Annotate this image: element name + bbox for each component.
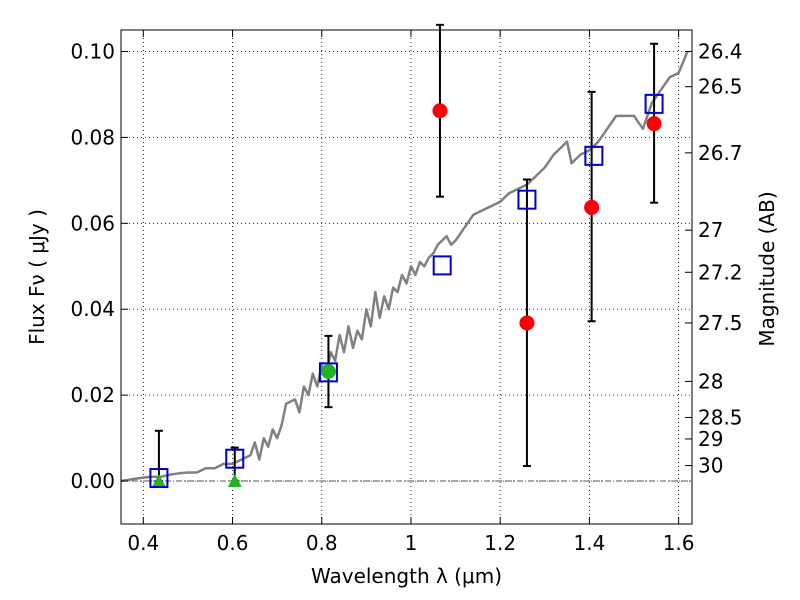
red-data-point	[584, 199, 600, 215]
red-data-point	[432, 103, 448, 119]
green-data-point	[320, 364, 336, 380]
y-tick-label: 0.02	[70, 383, 115, 407]
model-spectrum-line	[120, 51, 689, 483]
grid	[121, 30, 692, 524]
right-tick-label: 26.7	[698, 141, 743, 165]
error-bars	[154, 23, 659, 483]
right-tick-label: 29	[698, 427, 723, 451]
x-tick-label: 1.4	[573, 531, 605, 555]
y-tick-label: 0.08	[70, 125, 115, 149]
right-tick-label: 27	[698, 218, 723, 242]
y-tick-label: 0.00	[70, 469, 115, 493]
blue-square-point	[432, 255, 452, 276]
y-tick-label: 0.06	[70, 211, 115, 235]
blue-square-point	[225, 448, 245, 469]
x-tick-label: 0.4	[127, 531, 159, 555]
x-axis-label: Wavelength λ (μm)	[311, 564, 502, 588]
blue-square-point	[644, 93, 664, 114]
x-tick-label: 0.6	[217, 531, 249, 555]
x-tick-label: 0.8	[306, 531, 338, 555]
plot-frame	[120, 29, 693, 525]
green-triangle-point	[151, 474, 166, 488]
red-data-point	[646, 116, 662, 132]
green-triangle-point	[227, 474, 242, 488]
right-tick-label: 27.5	[698, 311, 743, 335]
right-axis-label: Magnitude (AB)	[755, 191, 779, 346]
blue-square-point	[149, 468, 169, 489]
y-tick-label: 0.10	[70, 39, 115, 63]
y-tick-label: 0.04	[70, 297, 115, 321]
right-tick-label: 28.5	[698, 405, 743, 429]
red-data-point	[519, 315, 535, 331]
x-tick-label: 1	[405, 531, 418, 555]
y-axis-label: Flux Fν ( μJy )	[25, 209, 49, 345]
right-tick-label: 26.5	[698, 75, 743, 99]
right-tick-label: 26.4	[698, 39, 743, 63]
right-tick-label: 30	[698, 454, 723, 478]
axis-ticks: 0.4 0.6 0.8 1 1.2 1.4 1.6 0.00 0.02 0.04 0.06 0.08 0…	[70, 30, 743, 555]
blue-square-point	[517, 189, 537, 210]
blue-square-point	[584, 145, 604, 166]
right-tick-label: 28	[698, 369, 723, 393]
right-tick-label: 27.2	[698, 260, 743, 284]
blue-square-point	[318, 362, 338, 383]
data-points	[149, 93, 664, 489]
x-tick-label: 1.2	[484, 531, 516, 555]
model-spectrum	[120, 51, 689, 483]
x-tick-label: 1.6	[663, 531, 695, 555]
